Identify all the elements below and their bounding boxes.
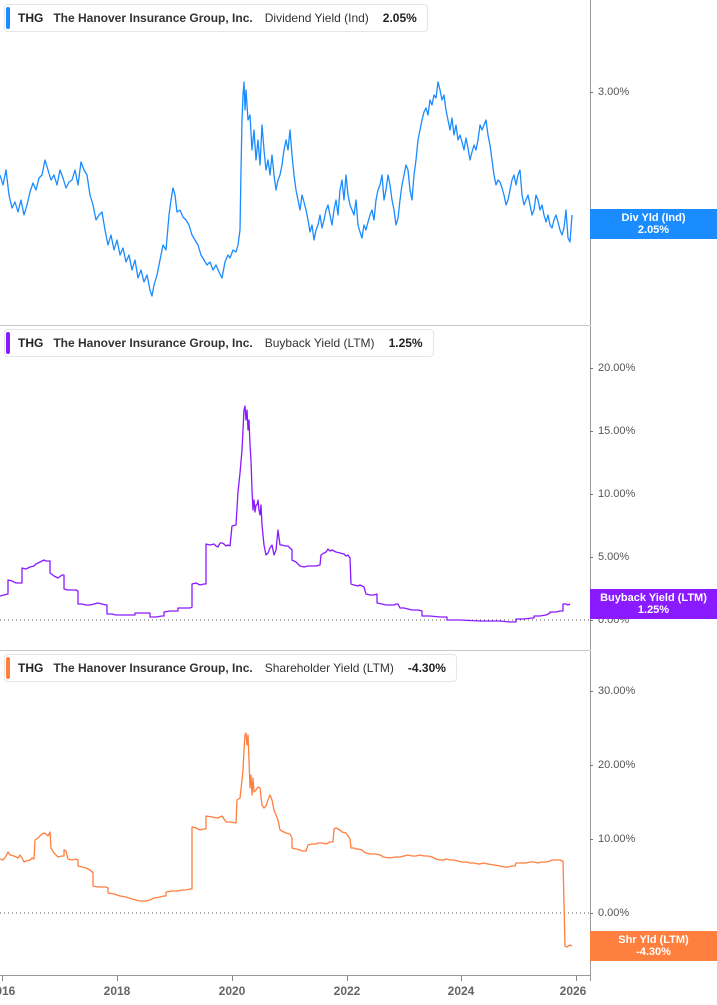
y-axis-line (590, 651, 591, 975)
x-tick-label: 2020 (218, 984, 246, 998)
y-tick-label: 10.00% (590, 833, 635, 845)
y-tick-label: 15.00% (590, 425, 635, 437)
company-name: The Hanover Insurance Group, Inc. (53, 11, 253, 25)
ticker-label: THG (18, 11, 44, 25)
metric-value: -4.30% (407, 661, 446, 675)
y-tick-label: 20.00% (590, 759, 635, 771)
x-tick-label: 2026 (559, 984, 587, 998)
shareholder-yield-value-tag: Shr Yld (LTM) -4.30% (590, 931, 717, 961)
x-tick (576, 976, 577, 981)
y-tick-label: 30.00% (590, 685, 635, 697)
y-tick-label: 10.00% (590, 488, 635, 500)
buyback-yield-legend: THG The Hanover Insurance Group, Inc. Bu… (4, 329, 434, 357)
tag-label: Buyback Yield (LTM) (600, 592, 707, 604)
x-tick-label: 2016 (0, 984, 16, 998)
y-axis-line-bottom (590, 975, 591, 981)
dividend-yield-value-tag: Div Yld (Ind) 2.05% (590, 209, 717, 239)
x-tick-label: 2022 (333, 984, 361, 998)
y-tick-label: 5.00% (590, 551, 629, 563)
tag-value: 2.05% (637, 224, 670, 236)
x-tick (232, 976, 233, 981)
shareholder-yield-line-chart[interactable] (0, 651, 590, 975)
dividend-yield-panel: THG The Hanover Insurance Group, Inc. Di… (0, 0, 717, 325)
buyback-yield-panel: THG The Hanover Insurance Group, Inc. Bu… (0, 326, 717, 650)
dividend-yield-line-chart[interactable] (0, 0, 590, 325)
ticker-label: THG (18, 336, 44, 350)
buyback-yield-value-tag: Buyback Yield (LTM) 1.25% (590, 589, 717, 619)
y-tick-label: 20.00% (590, 362, 635, 374)
series-color-swatch (6, 7, 10, 29)
x-tick (2, 976, 3, 981)
x-tick-label: 2024 (447, 984, 475, 998)
ticker-label: THG (18, 661, 44, 675)
metric-name: Shareholder Yield (LTM) (264, 661, 394, 675)
dividend-yield-legend: THG The Hanover Insurance Group, Inc. Di… (4, 4, 428, 32)
buyback-yield-line-chart[interactable] (0, 326, 590, 650)
company-name: The Hanover Insurance Group, Inc. (53, 336, 253, 350)
x-axis-line (0, 975, 590, 976)
y-tick-label: 0.00% (590, 907, 629, 919)
metric-value: 1.25% (388, 336, 423, 350)
y-axis-line (590, 326, 591, 650)
x-tick (117, 976, 118, 981)
series-color-swatch (6, 657, 10, 679)
tag-value: 1.25% (637, 604, 670, 616)
metric-name: Buyback Yield (LTM) (264, 336, 375, 350)
panel-divider (0, 650, 590, 651)
y-tick-label: 3.00% (590, 86, 629, 98)
y-axis-line (590, 0, 591, 325)
metric-name: Dividend Yield (Ind) (264, 11, 369, 25)
tag-label: Div Yld (Ind) (621, 212, 686, 224)
panel-divider (0, 325, 590, 326)
shareholder-yield-legend: THG The Hanover Insurance Group, Inc. Sh… (4, 654, 457, 682)
tag-label: Shr Yld (LTM) (618, 934, 689, 946)
company-name: The Hanover Insurance Group, Inc. (53, 661, 253, 675)
x-tick (461, 976, 462, 981)
metric-value: 2.05% (382, 11, 417, 25)
x-tick-label: 2018 (103, 984, 131, 998)
series-color-swatch (6, 332, 10, 354)
shareholder-yield-panel: THG The Hanover Insurance Group, Inc. Sh… (0, 651, 717, 975)
tag-value: -4.30% (636, 946, 671, 958)
x-tick (347, 976, 348, 981)
